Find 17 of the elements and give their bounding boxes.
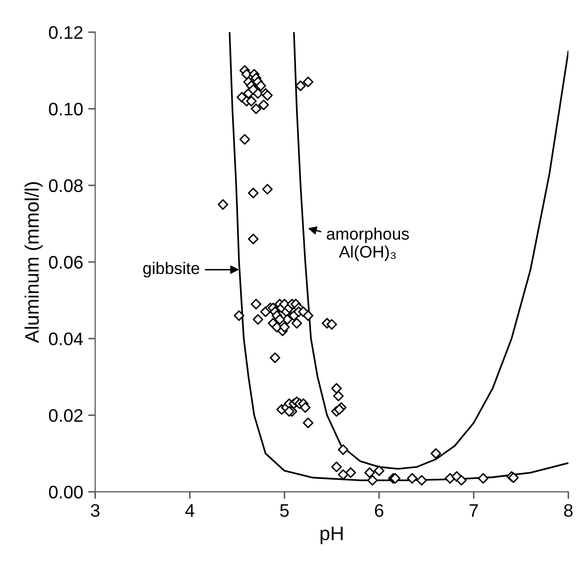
y-tick-label: 0.08 — [48, 179, 83, 192]
x-tick-label: 5 — [280, 504, 289, 517]
y-tick-label: 0.00 — [48, 486, 83, 499]
x-tick-label: 3 — [90, 504, 100, 517]
x-tick-label: 7 — [470, 504, 478, 517]
x-tick-label: 6 — [374, 504, 384, 517]
x-tick-label: 4 — [185, 504, 194, 517]
x-tick-label: 8 — [564, 504, 573, 517]
y-axis-title: Aluminum (mmol/l) — [24, 182, 43, 343]
y-tick-label: 0.04 — [48, 332, 83, 346]
y-tick-label: 0.06 — [48, 256, 83, 269]
annotation: gibbsite — [143, 262, 200, 278]
annotation: amorphous Al(OH)₃ — [326, 228, 409, 261]
y-tick-label: 0.12 — [48, 26, 82, 39]
y-tick-label: 0.02 — [48, 409, 82, 422]
x-axis-title: pH — [320, 526, 343, 544]
y-tick-label: 0.10 — [48, 102, 83, 116]
